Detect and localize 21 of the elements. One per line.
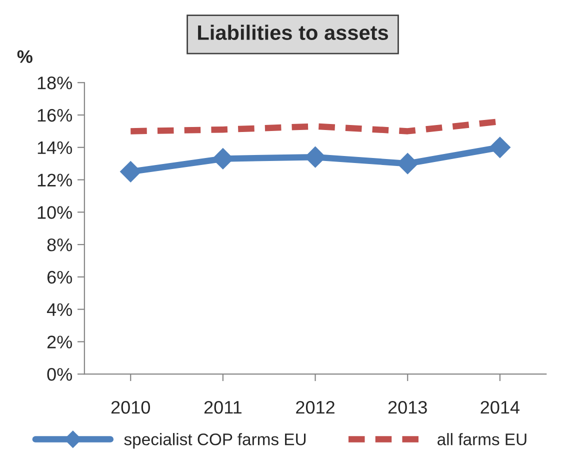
y-tick-label: 10% bbox=[38, 206, 72, 219]
y-tick-label: 4% bbox=[46, 303, 72, 316]
y-tick-label: 18% bbox=[38, 76, 72, 90]
y-tick-label: 8% bbox=[47, 238, 72, 252]
x-tick-label: 2013 bbox=[388, 400, 427, 414]
point bbox=[120, 160, 142, 182]
y-tick-label: 0% bbox=[47, 368, 72, 381]
y-tick-label: 16% bbox=[38, 108, 72, 122]
chart-title: Liabilities to assets bbox=[198, 24, 388, 40]
x-tick-label: 2011 bbox=[204, 400, 242, 414]
y-tick-label: 12% bbox=[38, 174, 72, 186]
legend-label: specialist COP farms EU bbox=[124, 433, 306, 449]
y-tick-label: 14% bbox=[38, 141, 72, 154]
y-axis-title: % bbox=[17, 50, 32, 63]
x-tick-label: 2014 bbox=[480, 400, 520, 414]
y-tick-label: 2% bbox=[47, 336, 72, 348]
y-tick-label: 6% bbox=[47, 270, 72, 284]
legend-label: all farms EU bbox=[438, 433, 526, 446]
x-tick-label: 2012 bbox=[296, 400, 334, 414]
x-tick-label: 2010 bbox=[111, 400, 150, 414]
point bbox=[489, 136, 511, 158]
